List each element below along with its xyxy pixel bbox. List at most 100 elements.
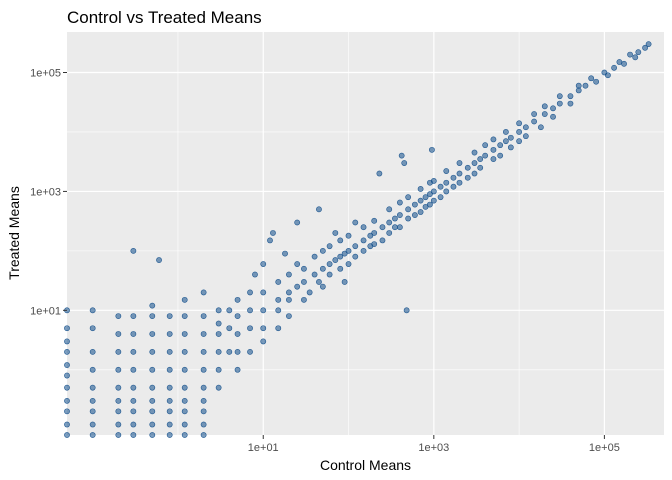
data-point [89, 408, 96, 415]
data-point [645, 41, 652, 48]
data-point [200, 432, 207, 438]
data-point [319, 247, 326, 254]
data-point [260, 261, 267, 267]
chart-title: Control vs Treated Means [67, 8, 262, 27]
data-point [275, 325, 282, 332]
data-point [379, 224, 386, 231]
data-point [360, 224, 367, 231]
data-point [471, 170, 478, 177]
data-point [417, 209, 424, 215]
data-point [642, 44, 648, 51]
data-point [89, 421, 96, 428]
data-point [360, 247, 367, 254]
x-axis-title: Control Means [320, 457, 411, 473]
data-point [427, 191, 433, 198]
data-point [64, 348, 70, 355]
data-point [166, 366, 173, 373]
data-point [166, 397, 173, 404]
data-point [345, 247, 352, 254]
data-point [360, 237, 367, 244]
data-point [294, 283, 301, 290]
data-point [130, 432, 137, 438]
data-point [550, 105, 556, 112]
data-point [345, 261, 352, 267]
data-point [411, 212, 418, 218]
data-point [405, 206, 412, 213]
data-point [301, 279, 307, 285]
data-point [471, 160, 478, 166]
data-point [260, 325, 267, 332]
data-point [89, 366, 96, 373]
data-point [200, 397, 207, 404]
data-point [130, 247, 137, 254]
grid-lines [67, 32, 664, 435]
data-point [429, 146, 435, 153]
data-point [316, 206, 322, 213]
data-point [635, 49, 642, 56]
data-point [482, 152, 489, 159]
data-point [497, 142, 504, 149]
x-tick-label: 1e+03 [418, 442, 449, 454]
data-point [430, 197, 437, 204]
data-point [247, 289, 253, 296]
data-point [181, 331, 188, 337]
data-point [567, 100, 574, 107]
data-point [311, 253, 318, 260]
data-point [443, 188, 450, 195]
data-point [531, 111, 538, 117]
data-point [301, 296, 307, 303]
data-point [64, 338, 70, 345]
data-point [260, 289, 267, 296]
data-point [507, 144, 514, 151]
data-point [611, 64, 618, 71]
data-point [226, 307, 233, 314]
data-point [386, 219, 393, 226]
data-point [215, 307, 222, 314]
data-point [567, 93, 574, 100]
data-point [593, 78, 600, 85]
data-point [149, 348, 156, 355]
data-point [115, 397, 122, 404]
data-point [456, 160, 463, 166]
data-point [341, 279, 348, 285]
data-point [226, 348, 233, 355]
data-point [464, 164, 471, 171]
data-point [181, 296, 188, 303]
data-point [166, 408, 173, 415]
data-point [215, 366, 222, 373]
data-point [294, 261, 301, 267]
data-point [200, 366, 207, 373]
data-point [306, 289, 313, 296]
data-point [286, 289, 292, 296]
data-point [464, 174, 471, 181]
data-point [115, 331, 122, 337]
data-point [64, 325, 70, 332]
data-point [234, 313, 241, 319]
data-point [260, 307, 267, 314]
x-tick-label: 1e+05 [589, 442, 620, 454]
data-point [286, 271, 292, 278]
data-point [556, 93, 563, 100]
data-point [337, 265, 344, 272]
data-point [130, 331, 137, 337]
data-point [430, 188, 437, 195]
data-point [226, 325, 233, 332]
data-point [294, 219, 301, 226]
data-point [166, 432, 173, 438]
data-point [417, 197, 424, 204]
data-point [376, 170, 383, 177]
data-point [522, 124, 529, 131]
data-point [386, 206, 393, 213]
data-point [437, 194, 444, 201]
data-point [270, 230, 276, 236]
data-point [200, 331, 207, 337]
data-point [392, 215, 398, 222]
data-point [490, 136, 497, 143]
data-point [401, 160, 408, 166]
data-points [64, 41, 652, 438]
data-point [396, 212, 403, 218]
data-point [541, 111, 548, 117]
data-point [130, 366, 137, 373]
data-point [166, 313, 173, 319]
data-point [437, 183, 444, 190]
